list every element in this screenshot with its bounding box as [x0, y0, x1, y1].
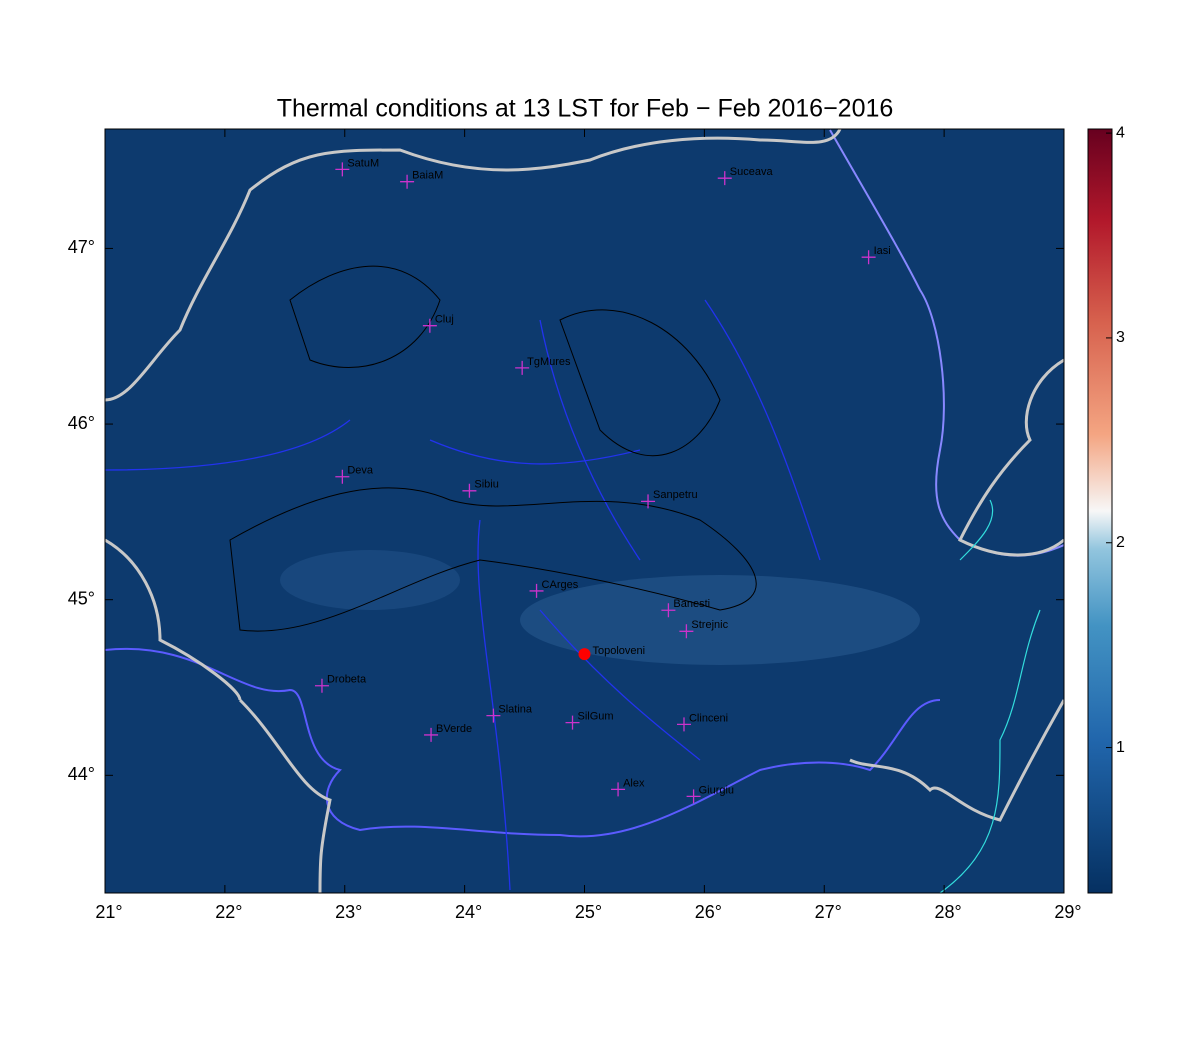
station-label: Deva: [347, 465, 374, 477]
station-label: Cluj: [435, 314, 454, 326]
station-label: CArges: [542, 579, 579, 591]
station-marker: [529, 583, 544, 598]
station-label: BVerde: [436, 723, 472, 735]
station-label: Giurgiu: [699, 784, 734, 796]
x-tick-label: 28°: [935, 902, 962, 922]
station-marker: [717, 171, 732, 186]
station-marker: [686, 789, 701, 804]
station-label: Alex: [623, 777, 645, 789]
x-tick-label: 29°: [1054, 902, 1081, 922]
border: [105, 129, 1064, 893]
station-marker: [679, 624, 694, 639]
colorbar-tick-label: 1: [1116, 739, 1125, 756]
station-marker: [335, 469, 350, 484]
colorbar-tick-label: 4: [1116, 124, 1125, 141]
y-tick-label: 46°: [68, 413, 95, 433]
coastline: [939, 499, 1041, 893]
colorbar-tick-label: 2: [1116, 534, 1125, 551]
x-tick-label: 27°: [815, 902, 842, 922]
station-marker: [335, 162, 350, 177]
station-marker: [314, 678, 329, 693]
station-marker: [611, 782, 626, 797]
y-tick-label: 44°: [68, 764, 95, 784]
station-label: Suceava: [730, 166, 774, 178]
station-marker: [515, 360, 530, 375]
river: [105, 299, 821, 891]
x-tick-label: 21°: [95, 902, 122, 922]
warm-area: [280, 550, 460, 610]
station-label: Clinceni: [689, 712, 728, 724]
station-label: Iasi: [874, 245, 891, 257]
map-background: [105, 129, 1064, 893]
station-label: SatuM: [347, 157, 379, 169]
station-label: TgMures: [527, 356, 571, 368]
station-marker: [422, 318, 437, 333]
warm-area: [520, 575, 920, 665]
y-tick-label: 45°: [68, 588, 95, 608]
colorbar-tick-label: 3: [1116, 329, 1125, 346]
station-label: Drobeta: [327, 674, 367, 686]
colorbar: [1087, 128, 1113, 894]
station-label: SilGum: [578, 711, 614, 723]
station-marker: [486, 708, 501, 723]
contour: [229, 265, 757, 632]
station-marker: [676, 717, 691, 732]
map-layers: [105, 129, 1064, 893]
station-marker: [400, 174, 415, 189]
x-tick-label: 25°: [575, 902, 602, 922]
station-marker: [661, 603, 676, 618]
station-label: Strejnic: [691, 619, 728, 631]
station-marker: [565, 715, 580, 730]
station-label: Slatina: [498, 704, 533, 716]
station-label: BaiaM: [412, 170, 443, 182]
station-marker: [424, 727, 439, 742]
station-marker: [641, 494, 656, 509]
site-label: Topoloveni: [593, 645, 646, 657]
station-label: Sibiu: [474, 479, 498, 491]
station-marker: [861, 250, 876, 265]
station-label: Sanpetru: [653, 489, 698, 501]
x-tick-label: 22°: [215, 902, 242, 922]
station-label: Banesti: [673, 598, 710, 610]
river: [105, 647, 941, 838]
x-tick-label: 26°: [695, 902, 722, 922]
map-title: Thermal conditions at 13 LST for Feb − F…: [277, 95, 894, 123]
x-tick-label: 24°: [455, 902, 482, 922]
x-tick-label: 23°: [335, 902, 362, 922]
station-marker: [462, 483, 477, 498]
site-marker: [578, 648, 591, 661]
y-tick-label: 47°: [68, 237, 95, 257]
overlay: SatuM BaiaM Suceava Iasi Cluj TgMures Deva Sibi…: [314, 157, 891, 804]
